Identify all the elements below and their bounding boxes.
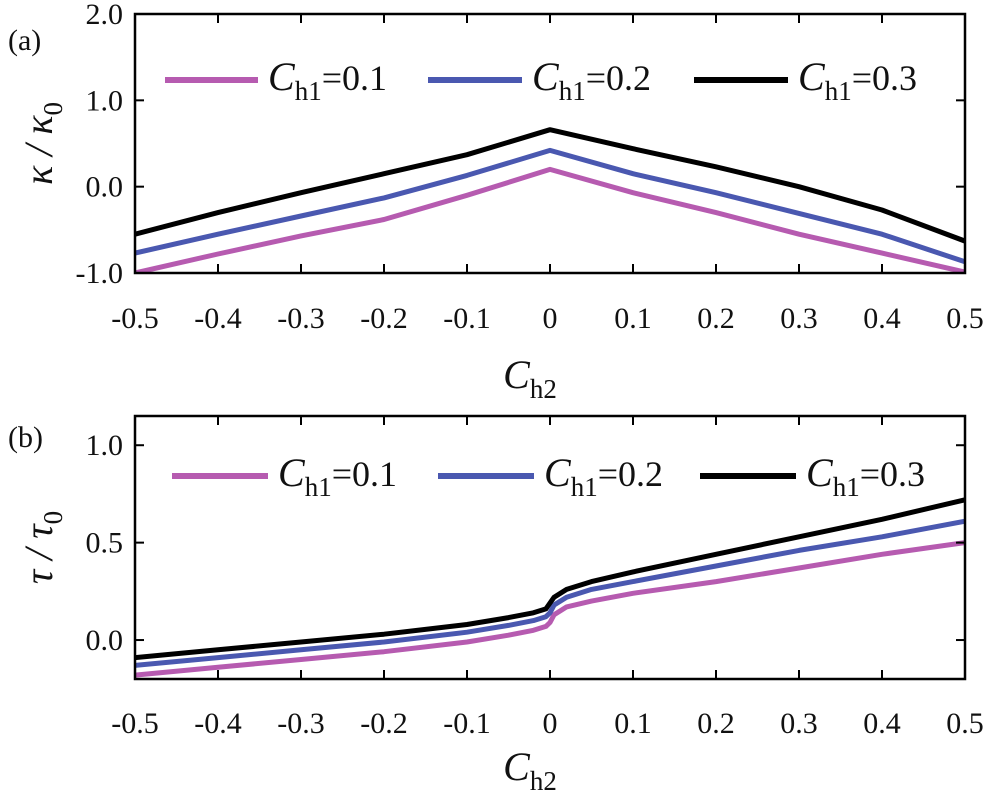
y-tick-label: -1.0 — [76, 257, 124, 290]
x-tick-label: 0.4 — [863, 707, 901, 740]
panel-label: (a) — [8, 24, 41, 57]
y-tick-label: 2.0 — [86, 0, 124, 31]
x-tick-label: -0.1 — [443, 707, 491, 740]
x-tick-label: -0.4 — [194, 707, 242, 740]
panel-b: -0.5 -0.4 -0.3 -0.2 -0.1 0 0.1 0.2 0.3 0.4 0.5 0.0 0… — [8, 414, 984, 796]
plot-frame — [133, 12, 967, 275]
legend: Ch1=0.1 Ch1=0.2 Ch1=0.3 — [172, 450, 925, 502]
x-axis-label: Ch2 — [503, 744, 557, 796]
legend-label-2: Ch1=0.2 — [544, 450, 663, 502]
x-tick-label: 0.5 — [946, 707, 984, 740]
x-tick-label: 0.5 — [946, 302, 984, 335]
legend-label-1: Ch1=0.1 — [268, 54, 387, 106]
x-tick-label: -0.4 — [194, 302, 242, 335]
x-tick-label: 0.2 — [697, 302, 735, 335]
y-axis-label: τ / τ0 — [16, 511, 68, 584]
series-line-3 — [135, 127, 965, 244]
x-tick-label: -0.5 — [111, 707, 159, 740]
legend-label-1: Ch1=0.1 — [278, 450, 397, 502]
x-tick-label: -0.3 — [277, 302, 325, 335]
x-tick-label: 0.1 — [614, 707, 652, 740]
y-tick-label: 0.0 — [86, 624, 124, 657]
legend-label-3: Ch1=0.3 — [798, 54, 917, 106]
x-tick-label: 0.3 — [780, 707, 818, 740]
series-line-2 — [135, 147, 965, 265]
legend-label-2: Ch1=0.2 — [532, 54, 651, 106]
panel-label: (b) — [8, 421, 43, 454]
series-line-1 — [135, 166, 965, 273]
series-line-3 — [135, 497, 965, 661]
x-tick-label: 0.1 — [614, 302, 652, 335]
series-line-2 — [135, 518, 965, 668]
y-tick-label: 0.0 — [86, 171, 124, 204]
y-axis-label: κ / κ0 — [16, 102, 68, 185]
y-tick-label: 1.0 — [86, 429, 124, 462]
x-tick-label: -0.5 — [111, 302, 159, 335]
y-tick-label: 0.5 — [86, 527, 124, 560]
panel-a: -0.5 -0.4 -0.3 -0.2 -0.1 0 0.1 0.2 0.3 0.4 0.5 -1.0… — [8, 0, 984, 404]
y-tick-label: 1.0 — [86, 84, 124, 117]
x-tick-label: -0.3 — [277, 707, 325, 740]
x-tick-label: -0.2 — [360, 302, 408, 335]
x-tick-label: -0.2 — [360, 707, 408, 740]
x-tick-label: 0.4 — [863, 302, 901, 335]
legend: Ch1=0.1 Ch1=0.2 Ch1=0.3 — [165, 54, 917, 106]
x-tick-label: 0.3 — [780, 302, 818, 335]
series-line-1 — [135, 540, 965, 678]
x-tick-label: 0 — [543, 707, 558, 740]
x-tick-label: 0.2 — [697, 707, 735, 740]
x-axis-label: Ch2 — [503, 352, 557, 404]
x-tick-label: 0 — [543, 302, 558, 335]
x-tick-label: -0.1 — [443, 302, 491, 335]
legend-label-3: Ch1=0.3 — [806, 450, 925, 502]
